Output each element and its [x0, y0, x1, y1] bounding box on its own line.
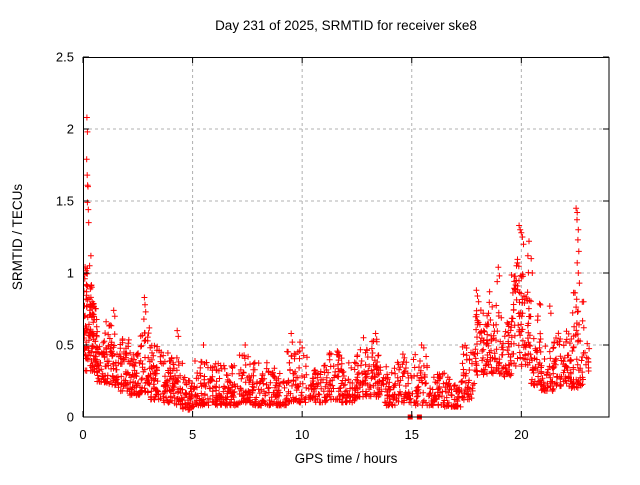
y-tick-label: 2.5	[56, 50, 74, 65]
x-tick-label: 10	[295, 427, 309, 442]
data-points-path	[83, 114, 593, 413]
y-tick-label: 1.5	[56, 194, 74, 209]
y-tick-label: 0	[67, 410, 74, 425]
chart-title: Day 231 of 2025, SRMTID for receiver ske…	[215, 18, 477, 33]
scatter-points	[83, 114, 593, 413]
x-tick-label: 15	[405, 427, 419, 442]
x-tick-label: 20	[514, 427, 528, 442]
tick-marks	[82, 56, 609, 418]
x-tick-label: 0	[79, 427, 86, 442]
y-tick-label: 1	[67, 266, 74, 281]
x-axis-label: GPS time / hours	[295, 451, 398, 466]
y-axis-label: SRMTID / TECUs	[10, 184, 25, 291]
plot-border	[83, 57, 610, 418]
y-tick-label: 2	[67, 122, 74, 137]
tick-labels: 0 5 10 15 20 0 0.5 1 1.5 2 2.5	[56, 50, 529, 443]
y-tick-label: 0.5	[56, 338, 74, 353]
axis-ticks	[82, 56, 609, 418]
x-tick-label: 5	[189, 427, 196, 442]
